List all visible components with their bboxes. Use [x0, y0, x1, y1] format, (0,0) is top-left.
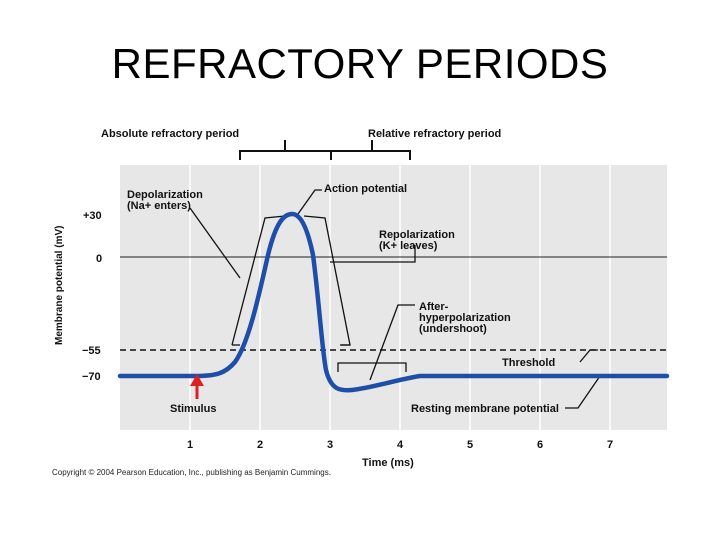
leader-lines: [189, 189, 601, 409]
x-tick-5: 5: [467, 439, 473, 451]
depolarization-label: Depolarization: [127, 189, 203, 201]
plot-area: [120, 165, 667, 430]
x-tick-3: 3: [327, 439, 333, 451]
stimulus-arrow: [190, 374, 204, 399]
action-potential-label: Action potential: [324, 183, 407, 195]
repolarization-sublabel: (K+ leaves): [379, 240, 438, 252]
y-tick-zero: 0: [96, 253, 102, 265]
threshold-label: Threshold: [502, 357, 555, 369]
action-potential-curve: [117, 211, 670, 393]
y-tick-minus70: −70: [82, 371, 101, 383]
x-tick-4: 4: [397, 439, 404, 451]
y-tick-plus30: +30: [83, 210, 102, 222]
x-ticks: 1 2 3 4 5 6 7: [187, 439, 613, 451]
depolarization-sublabel: (Na+ enters): [127, 200, 191, 212]
y-tick-minus55: −55: [82, 345, 101, 357]
repolarization-label: Repolarization: [379, 229, 455, 241]
stimulus-label: Stimulus: [170, 403, 216, 415]
absolute-refractory-label: Absolute refractory period: [101, 128, 239, 140]
x-axis-label: Time (ms): [362, 457, 414, 469]
afterhyperpolarization-label-3: (undershoot): [419, 323, 487, 335]
relative-refractory-label: Relative refractory period: [368, 128, 501, 140]
x-tick-1: 1: [187, 439, 193, 451]
resting-potential-label: Resting membrane potential: [411, 403, 559, 415]
x-tick-2: 2: [257, 439, 263, 451]
afterhyperpolarization-label-2: hyperpolarization: [419, 312, 511, 324]
y-axis-label: Membrane potential (mV): [54, 226, 65, 345]
copyright-note: Copyright © 2004 Pearson Education, Inc.…: [52, 468, 331, 477]
afterhyperpolarization-label-1: After-: [419, 301, 449, 313]
x-tick-7: 7: [607, 439, 613, 451]
slide-title: REFRACTORY PERIODS: [111, 40, 609, 87]
refractory-brackets: [239, 140, 411, 160]
x-tick-6: 6: [537, 439, 543, 451]
